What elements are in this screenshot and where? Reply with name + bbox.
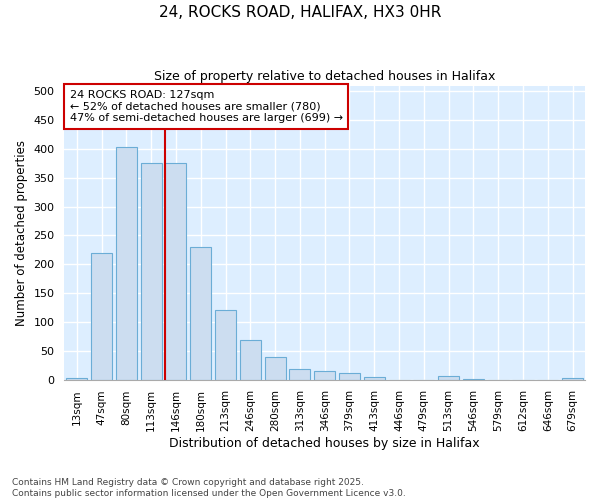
Bar xyxy=(166,164,187,380)
Bar xyxy=(463,379,484,380)
Bar xyxy=(438,376,459,380)
Bar xyxy=(91,253,112,380)
Bar xyxy=(364,376,385,380)
Bar xyxy=(265,356,286,380)
Bar xyxy=(240,340,261,380)
Y-axis label: Number of detached properties: Number of detached properties xyxy=(15,140,28,326)
Bar xyxy=(66,378,88,380)
Bar xyxy=(190,247,211,380)
Bar xyxy=(215,310,236,380)
Text: Contains HM Land Registry data © Crown copyright and database right 2025.
Contai: Contains HM Land Registry data © Crown c… xyxy=(12,478,406,498)
Text: 24 ROCKS ROAD: 127sqm
← 52% of detached houses are smaller (780)
47% of semi-det: 24 ROCKS ROAD: 127sqm ← 52% of detached … xyxy=(70,90,343,123)
Title: Size of property relative to detached houses in Halifax: Size of property relative to detached ho… xyxy=(154,70,496,83)
Bar xyxy=(116,147,137,380)
X-axis label: Distribution of detached houses by size in Halifax: Distribution of detached houses by size … xyxy=(169,437,480,450)
Bar xyxy=(289,369,310,380)
Bar xyxy=(562,378,583,380)
Bar xyxy=(339,372,360,380)
Bar xyxy=(314,371,335,380)
Text: 24, ROCKS ROAD, HALIFAX, HX3 0HR: 24, ROCKS ROAD, HALIFAX, HX3 0HR xyxy=(159,5,441,20)
Bar xyxy=(140,164,162,380)
